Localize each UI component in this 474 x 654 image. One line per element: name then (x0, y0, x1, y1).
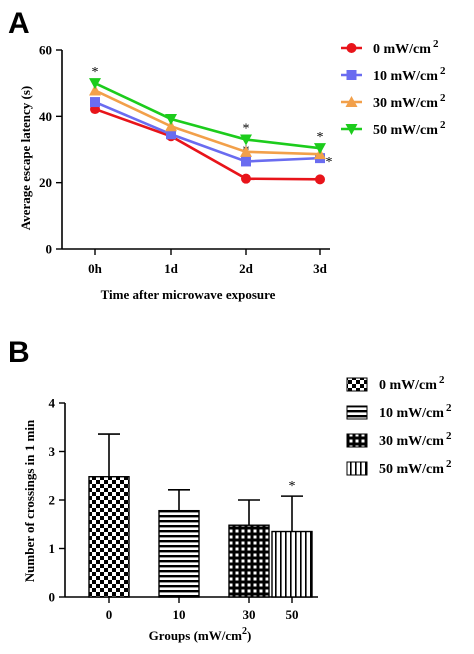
panel-a-data-point (315, 174, 325, 185)
panel-a-axes: 0 20 40 60 0h 1d 2d 3d (39, 43, 330, 276)
panel-a-legend-label-sup: 2 (433, 38, 439, 50)
panel-a-y-tick-label: 60 (39, 43, 52, 58)
panel-a-x-axis-label: Time after microwave exposure (101, 287, 276, 302)
panel-a-data-point (166, 129, 176, 140)
panel-b-y-tick-label: 1 (49, 541, 56, 556)
panel-a-data-point (90, 97, 100, 108)
panel-b-legend-label-text: 50 mW/cm (379, 462, 444, 477)
panel-a-series-line (94, 89, 321, 156)
panel-a-legend-marker (346, 70, 357, 80)
panel-b-bar (228, 524, 270, 598)
panel-a-data-point (89, 84, 101, 96)
panel-a-data-point (165, 120, 177, 132)
panel-a-legend-marker (346, 43, 357, 53)
panel-a-legend-label-text: 10 mW/cm (373, 69, 438, 84)
panel-b-y-tick-label: 0 (49, 590, 56, 605)
panel-a-y-tick-label: 0 (46, 242, 53, 257)
panel-b-x-tick-label: 0 (106, 607, 113, 622)
panel-a-significance-mark: * (317, 130, 324, 145)
panel-a-legend-label-text: 50 mW/cm (373, 123, 438, 138)
panel-a-significance-mark: * (243, 122, 250, 137)
panel-a-y-tick-label: 20 (39, 175, 52, 190)
panel-a-data-point (241, 173, 251, 184)
panel-a-x-tick-label: 0h (88, 261, 103, 276)
panel-b-legend-swatch (346, 405, 368, 420)
panel-b-bar (158, 509, 200, 598)
panel-a-series-line (94, 107, 321, 181)
panel-b-legend-label-sup: 2 (446, 430, 452, 442)
panel-a-data-point (89, 78, 101, 90)
panel-b-legend-label-text: 0 mW/cm (379, 378, 437, 393)
panel-a-series-line (94, 81, 321, 150)
panel-a-legend-label: 50 mW/cm 2 (373, 119, 446, 138)
panel-a-x-tick-label: 3d (313, 261, 328, 276)
panel-b-y-tick-label: 4 (49, 396, 56, 411)
panel-b-bars: * (88, 433, 313, 598)
panel-a-data-point (240, 134, 252, 146)
panel-b-legend-label-sup: 2 (446, 458, 452, 470)
panel-b-y-tick-label: 2 (49, 493, 56, 508)
panel-a-y-axis-label: Average escape latency (s) (18, 86, 33, 231)
panel-b-significance-mark: * (289, 479, 296, 494)
panel-a-legend: 0 mW/cm 210 mW/cm 230 mW/cm 250 mW/cm 2 (341, 38, 446, 138)
panel-b-label: B (8, 336, 30, 369)
panel-b-y-axis-label: Number of crossings in 1 min (22, 419, 37, 582)
panel-a-legend-marker (345, 124, 358, 135)
panel-a-data-point (314, 143, 326, 155)
panel-a-legend-label-sup: 2 (440, 65, 446, 77)
panel-a-y-tick-label: 40 (39, 109, 52, 124)
panel-b-x-tick-label: 50 (286, 607, 299, 622)
panel-b: B Number of crossings in 1 min Groups (m… (8, 336, 452, 643)
panel-b-y-tick-label: 3 (49, 444, 56, 459)
panel-a-series-line (94, 100, 321, 163)
panel-b-legend-label: 50 mW/cm 2 (379, 458, 452, 477)
panel-a-legend-label: 30 mW/cm 2 (373, 92, 446, 111)
panel-a-x-tick-label: 2d (239, 261, 254, 276)
panel-b-legend-label: 10 mW/cm 2 (379, 402, 452, 421)
panel-a: A Average escape latency (s) Time after … (8, 7, 446, 302)
panel-a-legend-label-sup: 2 (440, 119, 446, 131)
panel-b-legend-label-sup: 2 (446, 402, 452, 414)
panel-a-series: ***** (89, 65, 333, 185)
panel-a-legend-label: 0 mW/cm 2 (373, 38, 439, 57)
panel-a-label: A (8, 7, 30, 40)
panel-b-legend-label-text: 30 mW/cm (379, 434, 444, 449)
panel-b-legend-label-text: 10 mW/cm (379, 406, 444, 421)
panel-b-legend-label-sup: 2 (439, 374, 445, 386)
panel-b-legend: 0 mW/cm 210 mW/cm 230 mW/cm 250 mW/cm 2 (346, 374, 452, 477)
panel-b-legend-swatch (346, 461, 368, 476)
panel-a-legend-marker (345, 96, 358, 107)
panel-a-legend-label-text: 30 mW/cm (373, 96, 438, 111)
panel-b-x-axis-label-sup: 2 (242, 626, 247, 637)
panel-b-legend-label: 30 mW/cm 2 (379, 430, 452, 449)
panel-b-x-axis-label: Groups (mW/cm2) (149, 626, 252, 643)
panel-b-legend-swatch (346, 433, 368, 448)
panel-b-x-tick-label: 30 (243, 607, 256, 622)
panel-a-legend-label-text: 0 mW/cm (373, 42, 431, 57)
panel-a-data-point (165, 113, 177, 125)
panel-a-data-point (241, 156, 251, 167)
panel-b-legend-label: 0 mW/cm 2 (379, 374, 445, 393)
panel-b-x-axis-label-end: ) (247, 628, 251, 643)
panel-b-x-tick-label: 10 (173, 607, 186, 622)
panel-b-axes: 0 1 2 3 4 0 10 30 50 (49, 396, 318, 622)
panel-a-x-tick-label: 1d (164, 261, 179, 276)
panel-b-bar (271, 530, 313, 598)
panel-b-x-axis-label-main: Groups (mW/cm (149, 628, 242, 643)
panel-a-data-point (240, 145, 252, 157)
panel-a-significance-mark: * (92, 65, 99, 80)
panel-a-legend-label: 10 mW/cm 2 (373, 65, 446, 84)
panel-a-legend-label-sup: 2 (440, 92, 446, 104)
panel-b-legend-swatch (346, 377, 368, 392)
panel-a-significance-mark: * (326, 155, 333, 170)
panel-b-bar (88, 476, 130, 598)
